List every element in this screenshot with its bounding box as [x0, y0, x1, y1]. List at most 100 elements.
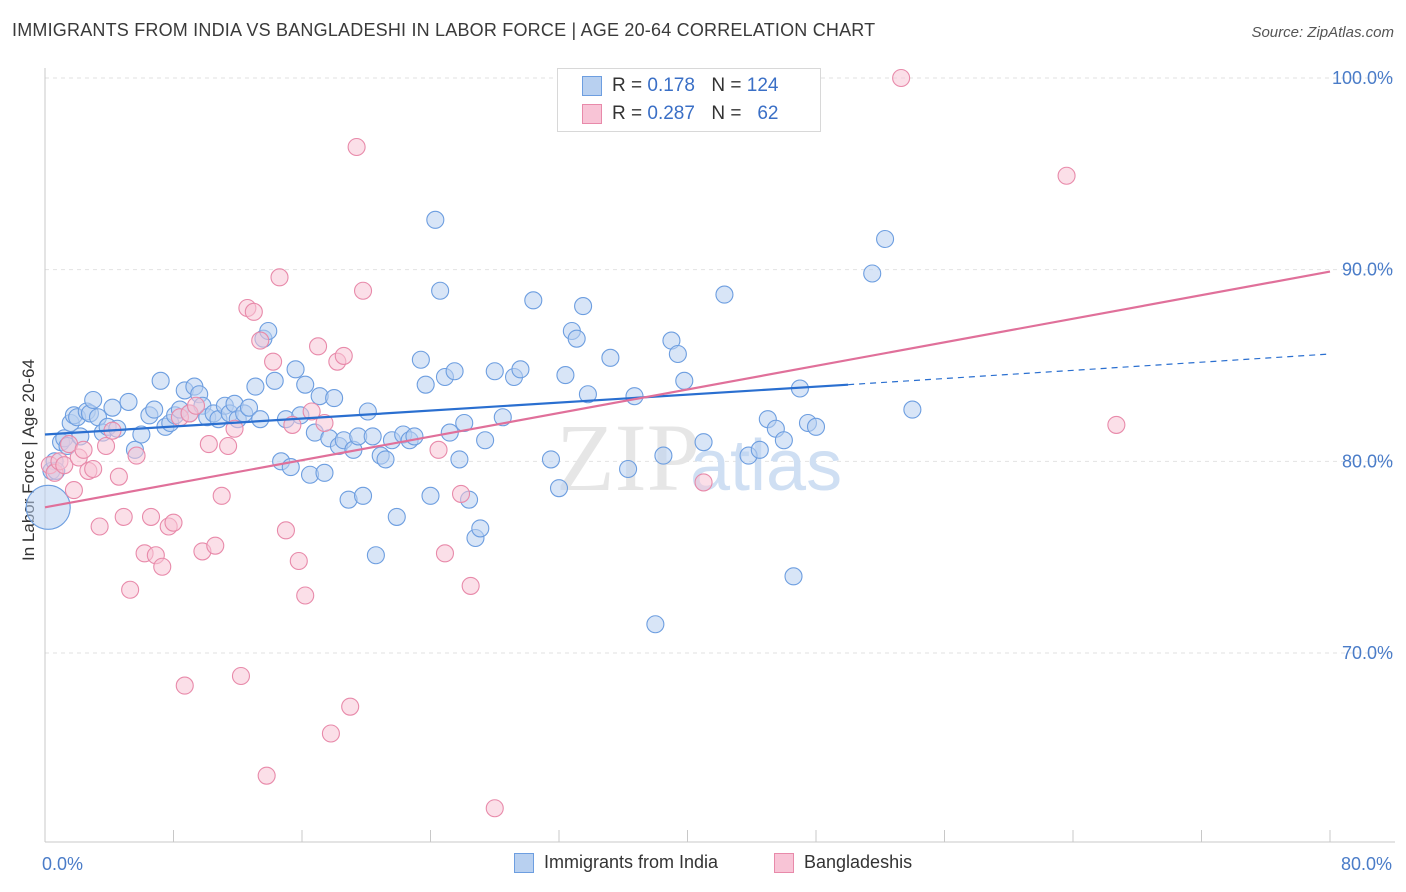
india-point [476, 431, 495, 450]
legend-swatch-india [582, 76, 602, 96]
y-tick-labels: 70.0% 80.0% 90.0% 100.0% [1332, 68, 1393, 663]
india-point [416, 375, 435, 394]
india-point [151, 371, 170, 390]
india-trend-extension [848, 353, 1331, 386]
india-point [366, 546, 385, 565]
bangladeshi-point [74, 440, 93, 459]
bangladeshi-point [1107, 415, 1126, 434]
bangladeshi-point [264, 352, 283, 371]
india-point [239, 398, 259, 417]
bangladeshi-point [96, 436, 116, 456]
bangladeshi-point [244, 302, 263, 321]
india-trend-line [44, 383, 849, 436]
legend-r-value-bangladeshi: 0.287 [647, 103, 695, 124]
india-point [668, 344, 687, 364]
india-point [471, 519, 490, 538]
india-point [574, 297, 593, 316]
bangladeshi-point [219, 436, 238, 456]
india-point [541, 450, 561, 469]
india-point [863, 264, 882, 283]
legend-r-label: R = [612, 75, 643, 96]
bangladeshi-point [289, 551, 308, 571]
india-point [750, 440, 769, 459]
bangladeshi-point [84, 459, 103, 479]
bangladeshi-point [296, 586, 315, 605]
india-point [315, 463, 334, 482]
legend-r-value-india: 0.178 [647, 75, 695, 96]
india-point [567, 329, 586, 348]
bangladeshi-point [353, 281, 373, 300]
india-point [431, 281, 450, 300]
legend-n-value-bangladeshi: 62 [757, 103, 779, 124]
chart-title: IMMIGRANTS FROM INDIA VS BANGLADESHI IN … [12, 20, 876, 40]
bangladeshi-point [121, 580, 140, 599]
india-point [511, 360, 530, 379]
legend-n-value-india: 124 [746, 75, 779, 96]
india-point [376, 450, 395, 469]
bottom-legend-label-india: Immigrants from India [544, 852, 719, 872]
india-point [556, 366, 575, 385]
india-point [654, 446, 673, 465]
india-point [450, 450, 469, 469]
india-point [715, 285, 734, 304]
india-point [353, 486, 373, 505]
india-point [578, 385, 597, 404]
bangladeshi-point [341, 697, 360, 716]
india-point [119, 392, 138, 411]
india-point [876, 229, 895, 249]
india-point [601, 348, 620, 367]
bangladeshi-point [90, 517, 109, 536]
india-point [103, 398, 122, 417]
bottom-legend-label-bangladeshi: Bangladeshis [804, 852, 913, 872]
india-point [806, 417, 826, 436]
india-point [619, 459, 638, 479]
bangladeshi-point [1057, 166, 1076, 185]
india-point [549, 479, 569, 498]
bottom-legend-bangladeshi: Bangladeshis [774, 852, 912, 873]
india-point [485, 362, 504, 381]
x-tick-label-max: 80.0% [1341, 854, 1392, 874]
india-point [694, 433, 713, 452]
bangladeshi-point [175, 676, 194, 695]
legend-r-label: R = [612, 103, 643, 124]
bangladeshi-point [451, 484, 471, 503]
series-bangladeshi-points [40, 68, 1126, 818]
india-point [675, 371, 694, 390]
india-point [625, 387, 644, 406]
india-point [358, 402, 377, 421]
bangladeshi-point [485, 799, 504, 818]
india-point [296, 375, 315, 394]
bangladeshi-point [251, 331, 270, 350]
axes [44, 68, 1395, 843]
bangladeshi-point [315, 413, 334, 433]
india-point [903, 400, 922, 419]
bangladeshi-point [206, 536, 225, 555]
bangladeshi-point [164, 513, 183, 532]
bottom-legend-swatch-india [514, 852, 534, 873]
india-point [405, 427, 424, 446]
bangladeshi-point [141, 507, 161, 526]
watermark: ZIP [556, 404, 700, 511]
india-point [363, 427, 382, 446]
stats-legend: R = 0.178 N = 124 R = 0.287 N = 62 [557, 68, 821, 132]
bangladeshi-point [694, 473, 713, 492]
bangladeshi-point [461, 576, 480, 595]
bangladeshi-point [321, 724, 340, 743]
bangladeshi-point [892, 68, 911, 88]
bangladeshi-point [55, 456, 74, 475]
bangladeshi-point [109, 467, 128, 486]
watermark-atlas: atlas [690, 426, 842, 506]
bangladeshi-point [276, 521, 295, 540]
bangladeshi-point [153, 557, 172, 576]
legend-swatch-bangladeshi [582, 104, 602, 124]
india-point [145, 400, 164, 419]
india-point [426, 210, 445, 229]
bangladeshi-point [435, 544, 455, 563]
bangladeshi-point [186, 396, 206, 415]
india-point [774, 431, 793, 450]
bangladeshi-trend-line [44, 270, 1331, 509]
india-point [411, 350, 430, 369]
y-tick-label: 90.0% [1342, 260, 1393, 280]
india-point [445, 362, 464, 381]
